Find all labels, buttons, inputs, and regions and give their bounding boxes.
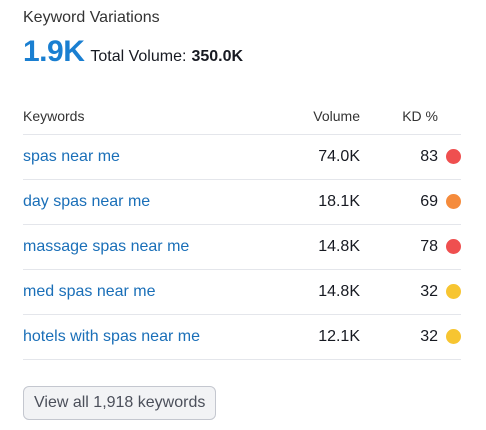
widget-title: Keyword Variations bbox=[23, 9, 160, 26]
kd-difficulty-dot-icon bbox=[446, 284, 461, 299]
keyword-link[interactable]: massage spas near me bbox=[23, 238, 190, 255]
kd-value: 78 bbox=[420, 238, 438, 255]
kd-difficulty-dot-icon bbox=[446, 149, 461, 164]
kd-difficulty-dot-icon bbox=[446, 194, 461, 209]
total-volume-label: Total Volume: bbox=[90, 48, 187, 65]
kd-value: 32 bbox=[420, 283, 438, 300]
volume-summary: 1.9K Total Volume: 350.0K bbox=[23, 35, 243, 69]
view-all-keywords-button[interactable]: View all 1,918 keywords bbox=[23, 386, 217, 420]
volume-value: 14.8K bbox=[318, 283, 360, 300]
keyword-link[interactable]: day spas near me bbox=[23, 193, 151, 210]
volume-value: 74.0K bbox=[318, 148, 360, 165]
keyword-link[interactable]: spas near me bbox=[23, 148, 120, 165]
kd-value: 69 bbox=[420, 193, 438, 210]
volume-value: 12.1K bbox=[318, 328, 360, 345]
keyword-count: 1.9K bbox=[23, 35, 85, 68]
table-row: day spas near me 18.1K 69 bbox=[23, 180, 461, 225]
keywords-table: Keywords Volume KD % spas near me 74.0K … bbox=[23, 98, 461, 360]
keyword-link[interactable]: med spas near me bbox=[23, 283, 156, 300]
kd-value: 83 bbox=[420, 148, 438, 165]
volume-value: 18.1K bbox=[318, 193, 360, 210]
kd-difficulty-dot-icon bbox=[446, 329, 461, 344]
table-row: hotels with spas near me 12.1K 32 bbox=[23, 315, 461, 360]
column-header-kd: KD % bbox=[402, 108, 438, 124]
table-header: Keywords Volume KD % bbox=[23, 98, 461, 135]
column-header-volume: Volume bbox=[313, 108, 360, 124]
table-row: med spas near me 14.8K 32 bbox=[23, 270, 461, 315]
table-row: massage spas near me 14.8K 78 bbox=[23, 225, 461, 270]
column-header-keywords: Keywords bbox=[23, 108, 85, 124]
total-volume-value: 350.0K bbox=[191, 48, 244, 65]
volume-value: 14.8K bbox=[318, 238, 360, 255]
table-row: spas near me 74.0K 83 bbox=[23, 135, 461, 180]
kd-difficulty-dot-icon bbox=[446, 239, 461, 254]
keyword-link[interactable]: hotels with spas near me bbox=[23, 328, 200, 345]
kd-value: 32 bbox=[420, 328, 438, 345]
